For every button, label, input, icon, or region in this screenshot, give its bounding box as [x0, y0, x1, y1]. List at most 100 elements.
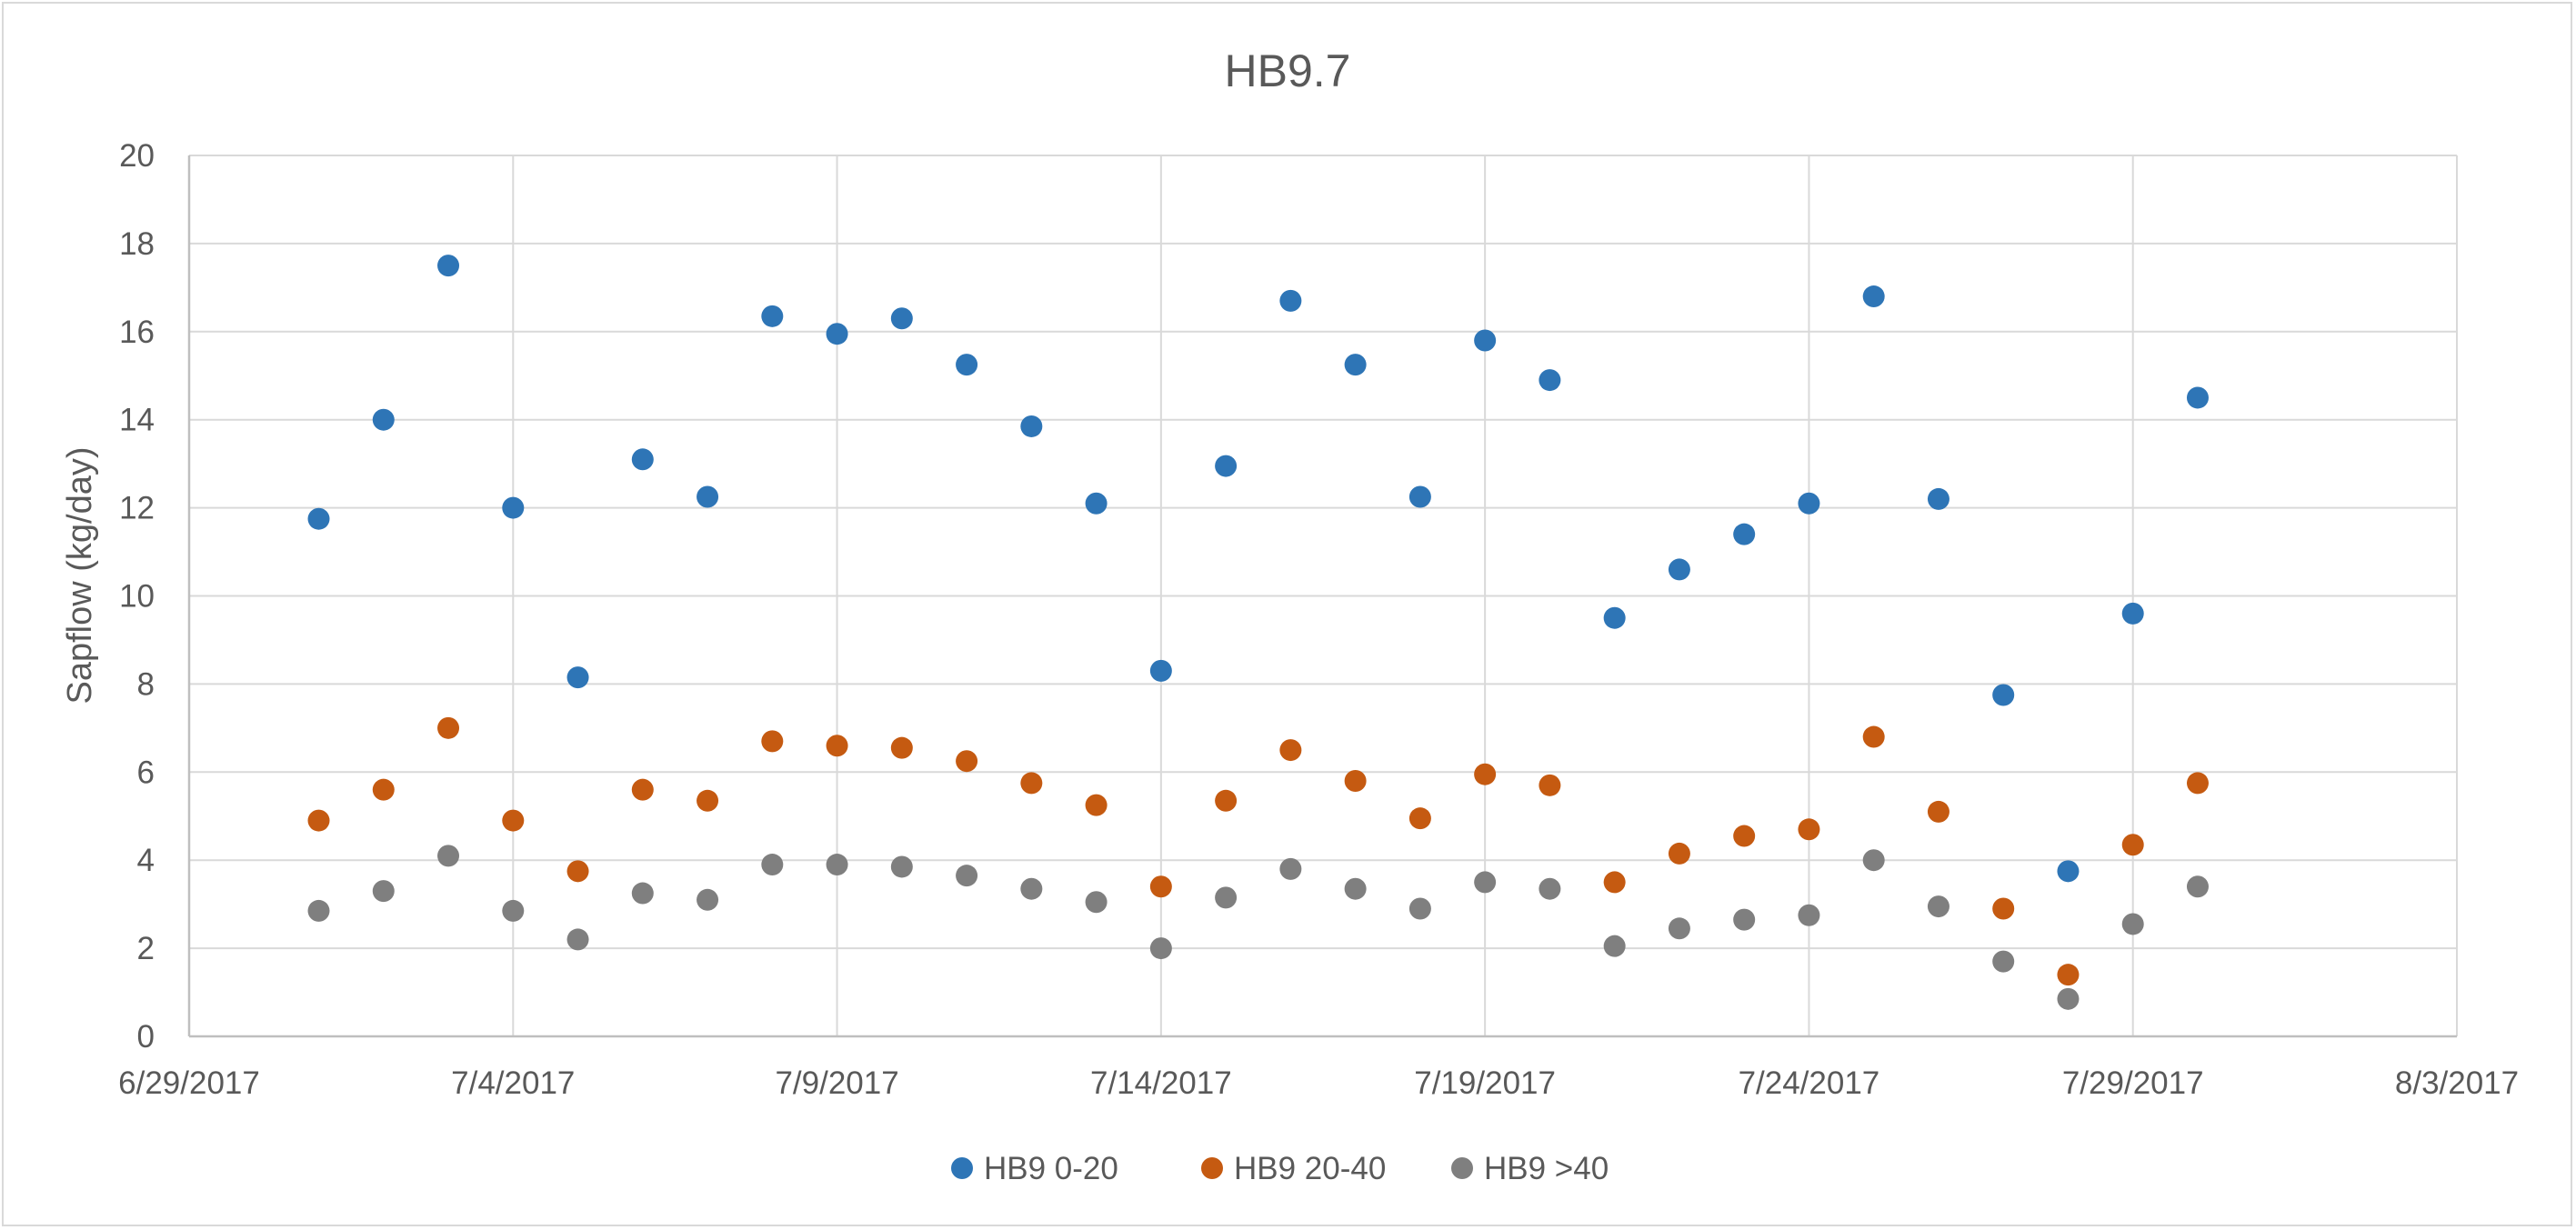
- y-axis-title: Sapflow (kg/day): [61, 446, 99, 704]
- point-hb9-20-40: [1474, 763, 1497, 785]
- point-hb9-20-40: [1798, 818, 1820, 841]
- point-hb9-20-40: [1668, 842, 1690, 865]
- y-tick-label: 12: [119, 491, 155, 526]
- point-hb9-gt-40: [826, 854, 848, 876]
- y-tick-label: 20: [119, 138, 155, 174]
- point-hb9-gt-40: [437, 845, 460, 867]
- y-tick-label: 8: [137, 666, 155, 702]
- point-hb9-0-20: [1215, 455, 1238, 477]
- legend-marker: [1451, 1157, 1473, 1179]
- point-hb9-0-20: [1862, 285, 1885, 308]
- x-tick-label: 7/24/2017: [1739, 1065, 1880, 1101]
- point-hb9-0-20: [1344, 354, 1367, 376]
- point-hb9-20-40: [1603, 871, 1626, 894]
- point-hb9-gt-40: [1668, 917, 1690, 940]
- point-hb9-gt-40: [1603, 935, 1626, 957]
- point-hb9-0-20: [437, 255, 460, 277]
- point-hb9-0-20: [1020, 415, 1043, 437]
- point-hb9-20-40: [1215, 789, 1238, 812]
- chart-title: HB9.7: [1225, 45, 1351, 96]
- point-hb9-gt-40: [307, 899, 330, 922]
- point-hb9-20-40: [2186, 772, 2209, 795]
- legend-label: HB9 20-40: [1234, 1151, 1386, 1186]
- point-hb9-0-20: [1927, 487, 1950, 510]
- point-hb9-20-40: [1862, 725, 1885, 748]
- point-hb9-0-20: [2057, 860, 2080, 883]
- point-hb9-0-20: [956, 354, 978, 376]
- x-tick-label: 6/29/2017: [118, 1065, 260, 1101]
- point-hb9-gt-40: [1474, 871, 1497, 894]
- y-tick-label: 16: [119, 315, 155, 350]
- y-tick-label: 10: [119, 579, 155, 615]
- x-tick-label: 7/14/2017: [1090, 1065, 1232, 1101]
- point-hb9-20-40: [566, 860, 589, 883]
- point-hb9-20-40: [307, 809, 330, 832]
- point-hb9-gt-40: [2186, 875, 2209, 898]
- point-hb9-20-40: [437, 716, 460, 739]
- point-hb9-0-20: [890, 307, 913, 330]
- point-hb9-20-40: [1149, 875, 1172, 898]
- x-tick-labels: 6/29/2017 7/4/2017 7/9/2017 7/14/2017 7/19/2…: [118, 1065, 2519, 1101]
- point-hb9-0-20: [1733, 523, 1756, 545]
- point-hb9-gt-40: [697, 888, 719, 911]
- point-hb9-20-40: [1344, 769, 1367, 792]
- axes: [187, 155, 2457, 1038]
- point-hb9-20-40: [1085, 794, 1108, 816]
- x-tick-label: 7/9/2017: [775, 1065, 898, 1101]
- point-hb9-0-20: [372, 408, 395, 431]
- x-tick-label: 7/19/2017: [1414, 1065, 1556, 1101]
- x-tick-label: 8/3/2017: [2395, 1065, 2519, 1101]
- point-hb9-gt-40: [1020, 877, 1043, 900]
- point-hb9-20-40: [631, 778, 654, 801]
- point-hb9-gt-40: [890, 855, 913, 878]
- point-hb9-0-20: [631, 448, 654, 471]
- point-hb9-20-40: [697, 789, 719, 812]
- point-hb9-gt-40: [1927, 895, 1950, 918]
- point-hb9-20-40: [1992, 897, 2015, 920]
- point-hb9-gt-40: [372, 880, 395, 903]
- y-tick-label: 4: [137, 843, 155, 878]
- legend-label: HB9 0-20: [984, 1151, 1118, 1186]
- point-hb9-gt-40: [1862, 849, 1885, 872]
- y-tick-label: 0: [137, 1019, 155, 1055]
- point-hb9-0-20: [697, 485, 719, 508]
- point-hb9-gt-40: [502, 899, 525, 922]
- point-hb9-20-40: [761, 730, 784, 753]
- point-hb9-0-20: [2186, 386, 2209, 409]
- point-hb9-0-20: [1149, 659, 1172, 682]
- point-hb9-gt-40: [1408, 897, 1431, 920]
- point-hb9-20-40: [2057, 964, 2080, 986]
- legend: HB9 0-20 HB9 20-40 HB9 >40: [951, 1151, 1609, 1186]
- legend-marker: [1201, 1157, 1223, 1179]
- point-hb9-0-20: [1474, 329, 1497, 352]
- point-hb9-gt-40: [2057, 987, 2080, 1010]
- point-hb9-gt-40: [1344, 877, 1367, 900]
- point-hb9-gt-40: [2121, 913, 2144, 935]
- point-hb9-gt-40: [1149, 937, 1172, 960]
- x-tick-label: 7/29/2017: [2062, 1065, 2204, 1101]
- point-hb9-0-20: [1539, 369, 1561, 392]
- legend-label: HB9 >40: [1484, 1151, 1609, 1186]
- point-hb9-0-20: [566, 666, 589, 689]
- point-hb9-0-20: [1668, 558, 1690, 581]
- point-hb9-gt-40: [761, 854, 784, 876]
- point-hb9-0-20: [826, 323, 848, 345]
- point-hb9-0-20: [1603, 606, 1626, 629]
- x-tick-label: 7/4/2017: [451, 1065, 575, 1101]
- point-hb9-gt-40: [1992, 950, 2015, 973]
- point-hb9-20-40: [2121, 834, 2144, 856]
- point-hb9-gt-40: [1085, 891, 1108, 914]
- point-hb9-0-20: [1798, 492, 1820, 515]
- point-hb9-0-20: [2121, 602, 2144, 625]
- point-hb9-20-40: [890, 736, 913, 759]
- point-hb9-20-40: [502, 809, 525, 832]
- point-hb9-20-40: [372, 778, 395, 801]
- point-hb9-gt-40: [1215, 886, 1238, 909]
- point-hb9-0-20: [307, 507, 330, 530]
- legend-marker: [951, 1157, 973, 1179]
- point-hb9-gt-40: [1733, 908, 1756, 931]
- point-hb9-gt-40: [1798, 904, 1820, 926]
- point-hb9-gt-40: [631, 882, 654, 905]
